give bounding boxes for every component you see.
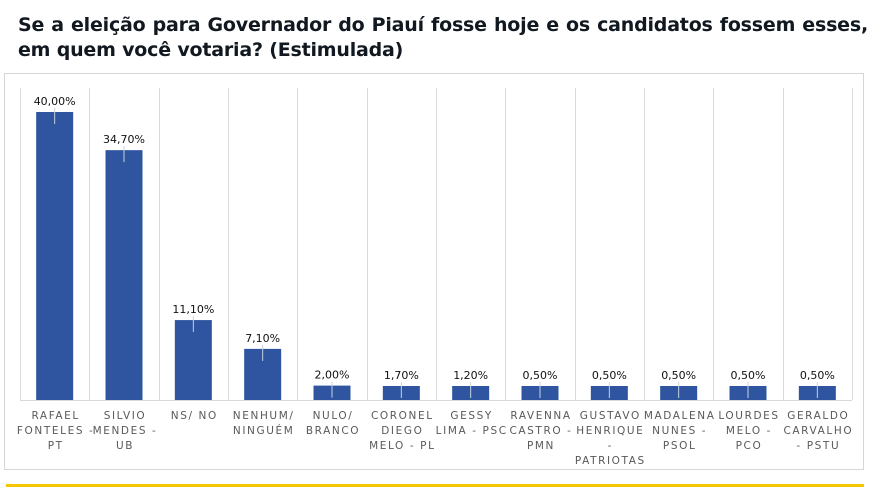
data-label: 0,50% <box>661 369 696 382</box>
data-label: 0,50% <box>800 369 835 382</box>
bar <box>105 150 143 400</box>
data-label: 2,00% <box>315 369 350 382</box>
data-label: 40,00% <box>34 95 76 108</box>
category-label: SILVIO <box>104 410 147 422</box>
category-label: RAVENNA <box>510 410 571 422</box>
category-label: BRANCO <box>306 425 360 437</box>
category-label: GERALDO <box>787 410 849 422</box>
category-label: - <box>608 440 613 452</box>
category-label: HENRIQUE <box>576 425 644 437</box>
data-label: 34,70% <box>103 133 145 146</box>
category-label: NINGUÉM <box>233 424 295 437</box>
bar <box>36 112 74 400</box>
category-label: MADALENA <box>644 410 716 422</box>
category-label: CORONEL <box>371 410 434 422</box>
chart-title: Se a eleição para Governador do Piauí fo… <box>18 14 868 61</box>
category-label: GESSY <box>450 410 493 422</box>
data-label: 1,70% <box>384 369 419 382</box>
data-label: 1,20% <box>453 369 488 382</box>
category-label: LIMA - PSC <box>436 425 508 437</box>
category-label: RAFAEL <box>31 410 79 422</box>
category-label: PMN <box>527 440 555 452</box>
category-label: CARVALHO <box>783 425 853 437</box>
data-label: 0,50% <box>592 369 627 382</box>
category-label: PATRIOTAS <box>575 455 646 467</box>
category-label: NUNES - <box>652 425 707 437</box>
category-label: CASTRO - <box>509 425 572 437</box>
category-label: MELO - <box>726 425 772 437</box>
data-label: 0,50% <box>523 369 558 382</box>
bar <box>174 320 212 400</box>
chart-frame <box>4 73 864 470</box>
category-label: NS/ NO <box>171 410 218 422</box>
category-label: GUSTAVO <box>580 410 641 422</box>
category-label: FONTELES - <box>17 425 94 437</box>
category-label: NULO/ <box>313 410 354 422</box>
category-label: LOURDES <box>718 410 779 422</box>
category-label: MELO - PL <box>369 440 435 452</box>
category-label: PT <box>48 440 64 452</box>
category-label: DIEGO <box>381 425 423 437</box>
data-label: 7,10% <box>245 332 280 345</box>
category-label: PSOL <box>663 440 697 452</box>
category-label: UB <box>116 440 134 452</box>
data-label: 11,10% <box>172 303 214 316</box>
data-label: 0,50% <box>731 369 766 382</box>
category-label: NENHUM/ <box>233 410 295 422</box>
category-label: MENDES - <box>93 425 158 437</box>
category-label: PCO <box>736 440 763 452</box>
footer-accent-line <box>6 484 864 487</box>
category-label: - PSTU <box>796 440 840 452</box>
